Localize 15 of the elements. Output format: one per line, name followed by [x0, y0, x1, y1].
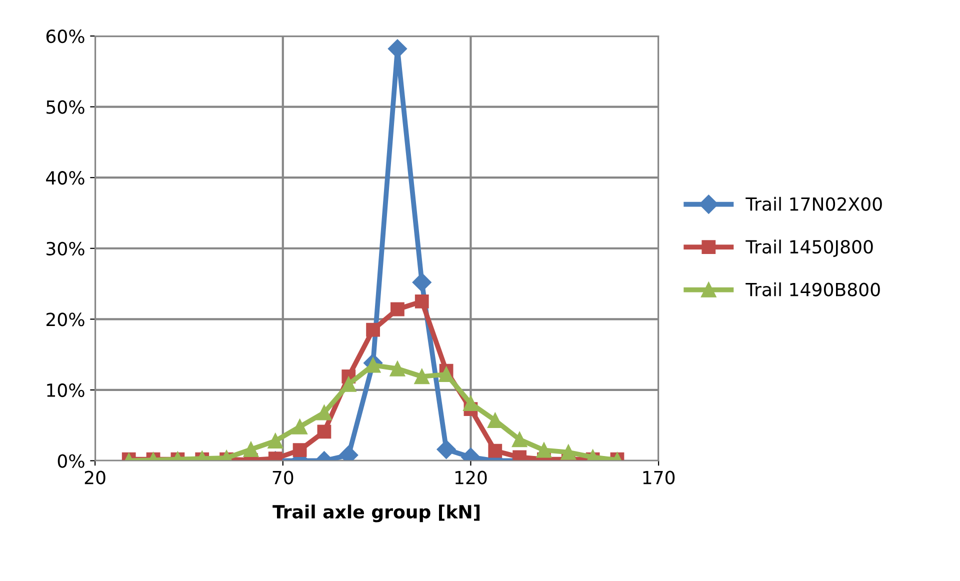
y-tick-label: 20% [46, 312, 84, 326]
x-tick-label: 20 [84, 470, 106, 484]
x-tick-label: 170 [643, 470, 675, 484]
y-tick-label: 30% [46, 242, 84, 256]
y-tick-label: 50% [46, 100, 84, 114]
legend-label: Trail 1450J800 [746, 240, 873, 257]
legend-label: Trail 1490B800 [746, 282, 880, 296]
x-axis-title: Trail axle group [kN] [272, 504, 480, 522]
y-tick-label: 40% [46, 171, 84, 185]
x-tick-label: 120 [455, 470, 487, 484]
legend-label: Trail 17N02X00 [746, 196, 882, 211]
x-tick-label: 70 [272, 470, 294, 484]
y-tick-label: 60% [46, 29, 84, 44]
y-tick-label: 10% [47, 383, 84, 398]
y-tick-label: 0% [58, 454, 84, 468]
